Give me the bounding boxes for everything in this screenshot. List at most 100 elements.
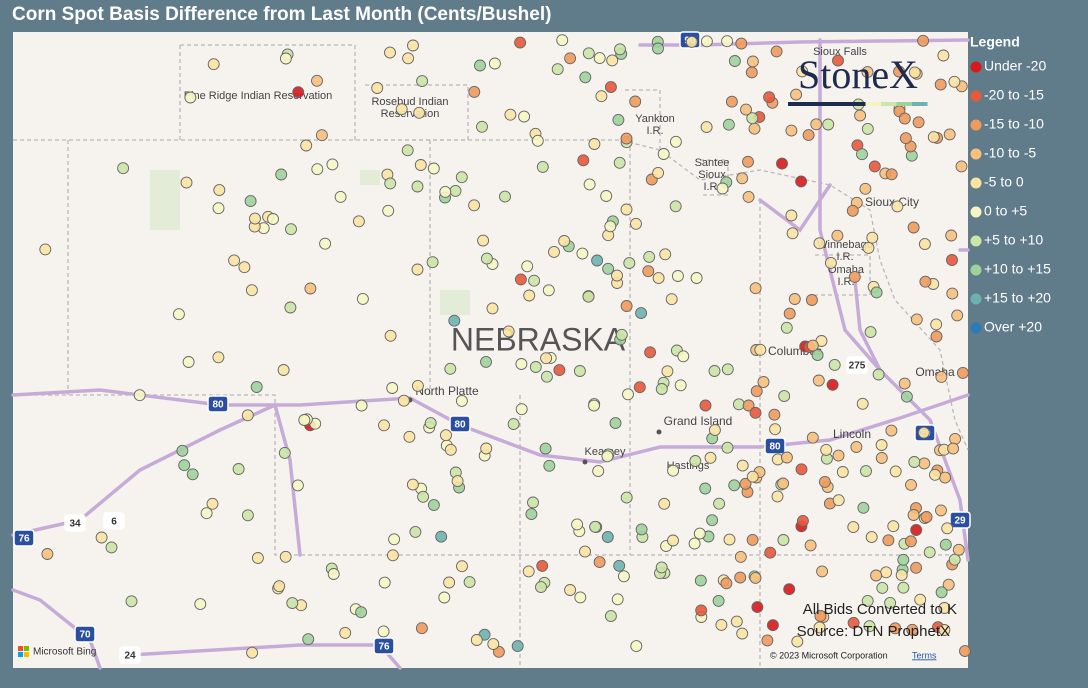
bing-logo: Microsoft Bing <box>33 647 96 658</box>
terms-link[interactable]: Terms <box>912 650 937 660</box>
point <box>635 523 648 536</box>
point <box>749 571 762 584</box>
logo-bar <box>912 102 928 106</box>
point <box>917 34 930 47</box>
point <box>615 328 628 341</box>
point <box>832 449 845 462</box>
point <box>507 418 520 431</box>
point <box>754 343 767 356</box>
point <box>652 166 665 179</box>
point <box>728 55 741 67</box>
point <box>284 301 297 314</box>
point <box>480 252 493 265</box>
point <box>194 598 207 611</box>
place-label: Yankton <box>635 113 675 125</box>
place-label: Pine Ridge Indian Reservation <box>184 90 333 102</box>
road-shield <box>207 395 229 413</box>
point <box>814 610 827 622</box>
point <box>906 623 919 636</box>
point <box>604 81 617 94</box>
point <box>551 63 564 76</box>
point <box>622 388 634 401</box>
legend-label: 0 to +5 <box>984 203 1027 219</box>
point <box>644 346 657 359</box>
point <box>635 307 648 320</box>
road-shield <box>13 529 35 547</box>
point <box>553 364 566 377</box>
point <box>749 282 762 295</box>
point <box>435 530 448 543</box>
point <box>955 160 968 173</box>
point <box>548 245 560 258</box>
legend-label: -5 to 0 <box>984 174 1024 190</box>
point <box>582 47 595 60</box>
point <box>905 478 917 491</box>
point <box>279 550 292 563</box>
point <box>474 59 486 72</box>
legend-swatch <box>970 264 982 276</box>
point <box>751 601 764 614</box>
point <box>176 444 189 457</box>
point <box>525 508 538 521</box>
point <box>228 254 241 267</box>
point <box>870 569 883 582</box>
point <box>824 256 837 269</box>
legend-label: Under -20 <box>984 58 1046 74</box>
place-label: Winnebago <box>817 239 873 251</box>
road-shield <box>103 512 125 530</box>
point <box>652 42 664 55</box>
logo-bar <box>881 102 897 106</box>
point <box>939 538 952 551</box>
point <box>633 381 646 394</box>
point <box>623 257 636 270</box>
point <box>734 550 747 563</box>
point <box>763 91 776 104</box>
point <box>292 86 305 99</box>
logo-bar <box>865 102 881 106</box>
point <box>172 308 185 321</box>
point <box>582 290 595 303</box>
point <box>543 459 556 472</box>
point <box>812 374 825 387</box>
point <box>540 352 553 365</box>
city-dot <box>582 459 588 465</box>
point <box>180 176 193 189</box>
point <box>749 406 762 419</box>
point <box>591 254 604 267</box>
point <box>583 178 596 191</box>
point <box>200 507 213 520</box>
point <box>424 417 437 430</box>
road-shield-label: 76 <box>378 642 390 653</box>
point <box>278 446 291 459</box>
point <box>783 307 796 320</box>
point <box>783 583 796 596</box>
green-area <box>150 170 180 230</box>
point <box>574 591 587 604</box>
road-shield-label: 80 <box>454 420 466 431</box>
note: All Bids Converted to K <box>803 601 957 618</box>
point <box>285 223 297 236</box>
point <box>734 571 747 584</box>
point <box>699 482 712 495</box>
point <box>699 399 712 412</box>
point <box>777 534 790 546</box>
point <box>700 121 713 134</box>
point <box>438 591 451 604</box>
point <box>689 455 702 467</box>
point <box>355 399 368 412</box>
point <box>522 565 535 578</box>
point <box>604 220 617 233</box>
point <box>745 66 758 79</box>
place-label: North Platte <box>415 384 479 398</box>
point <box>630 217 642 230</box>
point <box>659 248 672 261</box>
point <box>302 633 315 646</box>
point <box>480 442 493 455</box>
road-shield-label: 275 <box>849 361 866 372</box>
point <box>406 478 419 491</box>
point <box>813 621 826 634</box>
point <box>907 221 920 234</box>
point <box>486 302 499 315</box>
point <box>241 409 254 422</box>
points <box>39 34 971 659</box>
